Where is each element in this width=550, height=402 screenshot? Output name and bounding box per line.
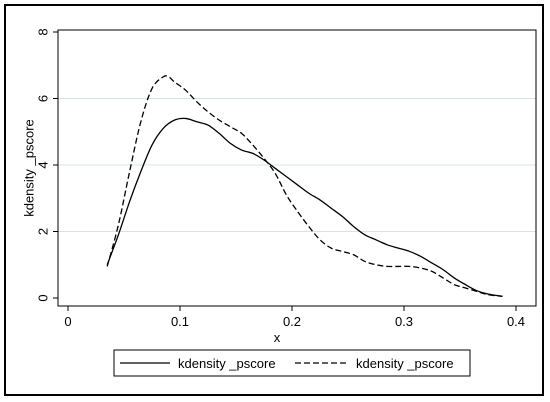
y-axis: 0 2 4 6 8 [35,28,58,302]
y-tick-label: 2 [35,228,50,235]
x-tick-label: 0.2 [283,314,301,329]
series-line-dashed [106,75,503,297]
x-axis: 0 0.1 0.2 0.3 0.4 [64,306,525,329]
legend: kdensity _pscore kdensity _pscore [113,349,471,377]
x-tick-label: 0.4 [507,314,525,329]
series-line-solid [106,117,503,297]
y-axis-title: kdensity _pscore [21,119,36,217]
legend-box [113,349,471,377]
y-tick-label: 0 [35,294,50,301]
x-tick-label: 0.3 [395,314,413,329]
x-tick-label: 0.1 [171,314,189,329]
x-axis-title: x [274,330,281,345]
series-group [106,75,503,297]
legend-label-dashed: kdensity _pscore [356,356,454,371]
plot-area [58,30,536,306]
y-tick-label: 4 [35,161,50,168]
y-tick-label: 6 [35,95,50,102]
x-tick-label: 0 [64,314,71,329]
grid-lines [58,98,536,232]
y-tick-label: 8 [35,28,50,35]
legend-label-solid: kdensity _pscore [178,356,276,371]
plot-border [57,29,537,307]
